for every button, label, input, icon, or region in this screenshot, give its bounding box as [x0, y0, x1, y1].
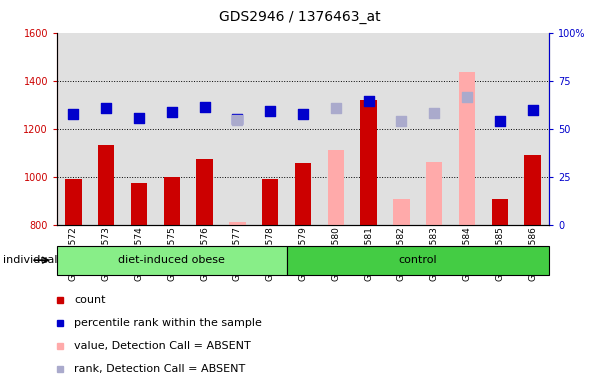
Bar: [131, 183, 147, 225]
Bar: [229, 222, 245, 225]
Text: control: control: [398, 255, 437, 265]
Point: [364, 98, 373, 104]
Point: [265, 108, 275, 114]
Point: [397, 118, 406, 124]
Text: value, Detection Call = ABSENT: value, Detection Call = ABSENT: [74, 341, 251, 351]
Point: [68, 111, 78, 117]
Bar: [328, 150, 344, 225]
Point: [331, 105, 341, 111]
Bar: [491, 199, 508, 225]
Bar: [426, 162, 442, 225]
Point: [233, 117, 242, 123]
Point: [200, 104, 209, 110]
Bar: [524, 155, 541, 225]
Bar: [393, 199, 410, 225]
Bar: [295, 164, 311, 225]
Bar: [287, 246, 549, 275]
Bar: [65, 179, 82, 225]
Point: [495, 118, 505, 124]
Text: rank, Detection Call = ABSENT: rank, Detection Call = ABSENT: [74, 364, 245, 374]
Bar: [196, 159, 213, 225]
Text: count: count: [74, 295, 106, 305]
Point: [134, 115, 144, 121]
Text: diet-induced obese: diet-induced obese: [118, 255, 225, 265]
Point: [167, 109, 176, 116]
Bar: [98, 146, 115, 225]
Bar: [361, 100, 377, 225]
Point: [298, 111, 308, 118]
Point: [101, 104, 111, 111]
Bar: [262, 179, 278, 225]
Point: [462, 94, 472, 101]
Point: [430, 110, 439, 116]
Bar: [57, 246, 287, 275]
Bar: [164, 177, 180, 225]
Text: individual: individual: [3, 255, 58, 265]
Point: [233, 116, 242, 122]
Text: percentile rank within the sample: percentile rank within the sample: [74, 318, 262, 328]
Bar: [459, 72, 475, 225]
Text: GDS2946 / 1376463_at: GDS2946 / 1376463_at: [219, 10, 381, 23]
Point: [528, 107, 538, 113]
